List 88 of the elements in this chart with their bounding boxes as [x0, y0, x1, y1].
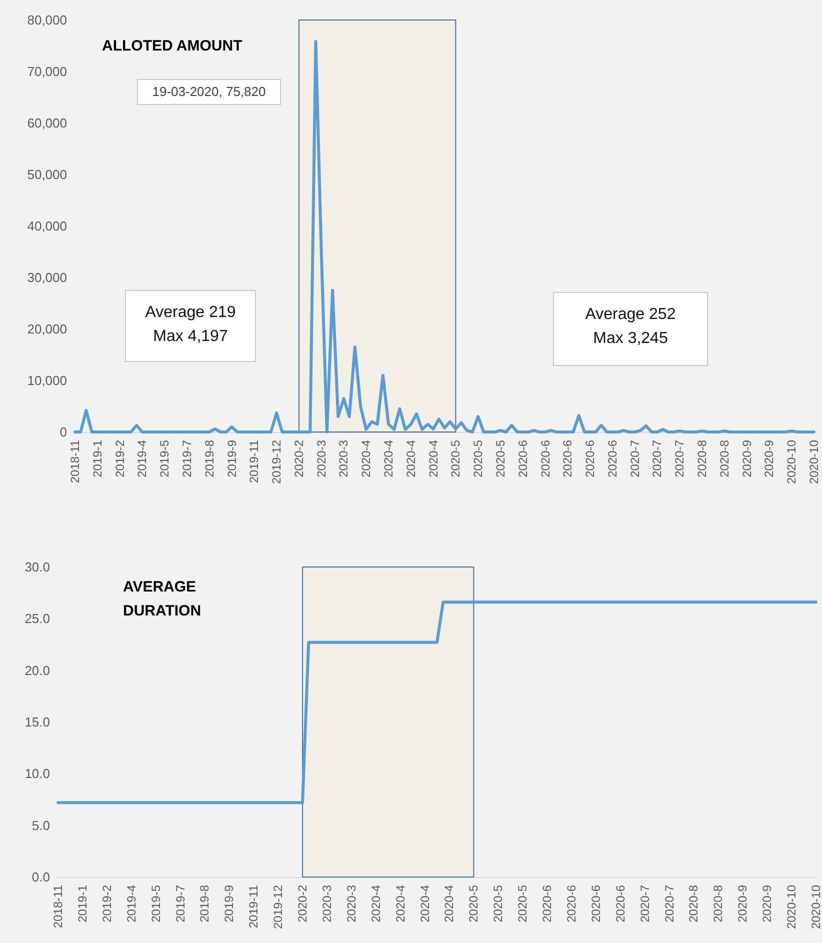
x-tick-label: 2019-5	[148, 884, 163, 922]
x-tick-label: 2020-9	[760, 884, 774, 922]
x-tick-label: 2020-7	[638, 884, 652, 922]
x-tick-label: 2020-4	[426, 440, 440, 478]
x-tick-label: 2020-3	[320, 884, 334, 922]
y-tick-label: 40,000	[27, 218, 67, 234]
x-tick-label: 2019-4	[135, 440, 150, 478]
y-tick-label: 80,000	[27, 12, 67, 28]
x-tick-label: 2020-6	[516, 440, 530, 478]
x-tick-label: 2020-8	[711, 884, 726, 922]
x-tick-label: 2020-5	[471, 440, 486, 478]
x-tick-label: 2020-10	[809, 884, 822, 930]
y-tick-label: 20,000	[27, 322, 67, 336]
x-tick-label: 2020-6	[540, 884, 554, 922]
x-tick-label: 2019-1	[90, 440, 104, 478]
x-tick-label: 2020-9	[762, 440, 776, 478]
line-series	[74, 40, 816, 434]
x-tick-label: 2020-10	[784, 884, 799, 930]
x-tick-label: 2019-9	[224, 440, 239, 478]
x-tick-label: 2020-8	[717, 440, 732, 478]
x-tick-label: 2020-4	[404, 440, 418, 478]
x-tick-label: 2019-7	[180, 440, 194, 478]
x-tick-label: 2020-7	[628, 440, 642, 478]
y-tick-label: 0.0	[32, 870, 50, 884]
y-tick-label: 0	[60, 424, 67, 440]
x-tick-label: 2018-11	[51, 884, 65, 928]
x-tick-label: 2019-2	[100, 884, 114, 922]
x-tick-label: 2020-7	[662, 884, 676, 922]
x-tick-label: 2020-5	[516, 884, 530, 922]
x-tick-label: 2020-7	[650, 440, 664, 478]
x-tick-label: 2019-11	[247, 440, 262, 484]
y-tick-label: 50,000	[27, 167, 67, 182]
x-tick-label: 2020-10	[807, 440, 821, 484]
x-tick-label: 2019-5	[158, 440, 172, 478]
x-tick-label: 2020-5	[493, 440, 508, 478]
text: AVERAGE DURATION	[123, 578, 202, 620]
x-tick-label: 2018-11	[68, 440, 82, 484]
y-tick-label: 30,000	[27, 270, 67, 285]
x-tick-label: 2020-9	[740, 440, 754, 478]
text-box: 19-03-2020, 75,820	[137, 79, 281, 105]
y-tick-label: 10.0	[24, 766, 50, 782]
x-tick-label: 2020-4	[393, 884, 408, 922]
y-tick-label: 25.0	[24, 611, 50, 626]
x-tick-label: 2020-8	[686, 884, 701, 922]
y-tick-label: 30.0	[24, 560, 50, 574]
x-tick-label: 2019-12	[270, 440, 284, 484]
y-tick-label: 20.0	[24, 662, 50, 678]
x-tick-label: 2019-8	[202, 440, 216, 478]
x-tick-label: 2020-10	[784, 440, 799, 484]
x-tick-label: 2019-7	[173, 884, 188, 922]
x-tick-label: 2020-3	[344, 884, 358, 922]
y-tick-label: 10,000	[27, 373, 67, 388]
x-tick-label: 2019-4	[124, 884, 138, 922]
text-box: Average 252 Max 3,245	[553, 292, 708, 366]
y-tick-label: 70,000	[27, 64, 67, 79]
x-tick-label: 2020-6	[588, 884, 603, 922]
x-tick-label: 2020-4	[368, 884, 383, 922]
x-tick-label: 2020-4	[382, 440, 396, 478]
x-tick-label: 2020-5	[491, 884, 506, 922]
x-tick-label: 2020-2	[292, 440, 306, 478]
text-box: Average 219 Max 4,197	[125, 290, 256, 362]
x-tick-label: 2019-8	[198, 884, 212, 922]
x-tick-label: 2019-11	[246, 884, 261, 928]
x-tick-label: 2020-4	[442, 884, 456, 922]
x-tick-label: 2020-6	[538, 440, 552, 478]
x-tick-label: 2019-9	[222, 884, 236, 922]
x-tick-label: 2020-3	[336, 440, 351, 478]
x-tick-label: 2020-6	[560, 440, 575, 478]
x-tick-label: 2019-12	[271, 884, 286, 930]
x-tick-label: 2020-4	[418, 884, 432, 922]
x-tick-label: 2020-6	[605, 440, 620, 478]
x-tick-label: 2020-6	[564, 884, 578, 922]
x-tick-label: 2019-1	[75, 884, 90, 922]
x-tick-label: 2020-6	[613, 884, 628, 922]
y-tick-label: 60,000	[27, 116, 67, 130]
x-tick-label: 2020-4	[359, 440, 374, 478]
y-tick-label: 5.0	[32, 818, 50, 833]
x-tick-label: 2020-5	[466, 884, 481, 922]
x-tick-label: 2020-6	[583, 440, 598, 478]
x-tick-label: 2020-7	[672, 440, 687, 478]
text: ALLOTED AMOUNT	[102, 38, 242, 54]
y-tick-label: 15.0	[24, 714, 50, 730]
x-tick-label: 2020-2	[296, 884, 310, 922]
x-tick-label: 2020-3	[314, 440, 328, 478]
x-tick-label: 2019-2	[112, 440, 127, 478]
x-tick-label: 2020-8	[695, 440, 710, 478]
x-tick-label: 2020-9	[736, 884, 750, 922]
x-tick-label: 2020-5	[448, 440, 463, 478]
